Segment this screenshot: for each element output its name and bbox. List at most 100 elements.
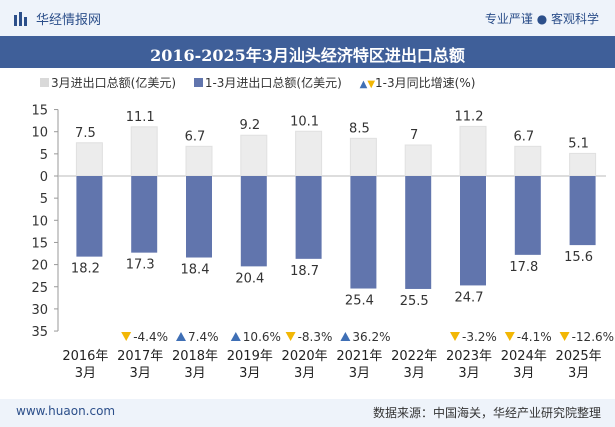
chart-area: 15 10 5 0 5 10 15 20 25 30 35 7.5 18.2 2016年 3月 11.1 17… xyxy=(31,104,614,381)
growth-label: 7.4% xyxy=(188,330,219,344)
growth-label: 10.6% xyxy=(243,330,281,344)
data-label-march: 6.7 xyxy=(513,129,534,144)
data-label-march: 11.1 xyxy=(126,110,155,125)
growth-label: -4.1% xyxy=(517,330,552,344)
legend-swatch-march xyxy=(40,78,49,87)
data-label-cumulative: 17.3 xyxy=(126,258,155,273)
growth-down-triangle xyxy=(504,332,515,341)
bar-cumulative[interactable] xyxy=(569,176,596,246)
data-label-cumulative: 17.8 xyxy=(509,260,538,275)
bar-cumulative[interactable] xyxy=(350,176,377,289)
x-tick-label: 2024年 3月 xyxy=(501,349,547,381)
data-label-cumulative: 18.2 xyxy=(71,262,100,277)
y-tick-label: 0 xyxy=(40,170,48,185)
data-label-march: 9.2 xyxy=(239,118,260,133)
bar-march[interactable] xyxy=(240,134,268,177)
data-label-cumulative: 24.7 xyxy=(455,290,484,305)
site-link[interactable]: www.huaon.com xyxy=(16,404,116,418)
data-label-cumulative: 20.4 xyxy=(235,271,264,286)
data-source: 数据来源：中国海关，华经产业研究院整理 xyxy=(372,406,601,420)
x-tick-label: 2019年 3月 xyxy=(227,349,273,381)
growth-down-triangle xyxy=(450,332,460,341)
y-tick-label: 10 xyxy=(31,214,48,229)
growth-up-triangle xyxy=(230,332,241,341)
brand[interactable]: 华经情报网 xyxy=(14,9,101,28)
bar-march[interactable] xyxy=(569,152,597,177)
bar-cumulative[interactable] xyxy=(76,176,103,257)
x-tick-label: 2017年 3月 xyxy=(117,349,163,381)
label-layer: 7.5 18.2 2016年 3月 11.1 17.3 -4.4% 2017年 3月 6.7 18.… xyxy=(62,109,614,381)
brand-logo-icon xyxy=(14,12,27,26)
bar-march[interactable] xyxy=(295,130,323,177)
bar-cumulative[interactable] xyxy=(514,176,541,255)
growth-label: -12.6% xyxy=(572,330,614,344)
brand-name: 华经情报网 xyxy=(36,13,102,28)
data-label-march: 5.1 xyxy=(568,136,589,151)
x-tick-label: 2022年 3月 xyxy=(391,349,437,381)
growth-down-triangle xyxy=(121,332,132,341)
bar-march[interactable] xyxy=(75,142,103,177)
legend-label-growth: 1-3月同比增速(%) xyxy=(375,76,476,90)
legend-triangle-icon: ▲▼ xyxy=(359,79,376,90)
growth-label: -4.4% xyxy=(133,330,168,344)
legend-item-cumulative: 1-3月进出口总额(亿美元) xyxy=(193,74,342,91)
chart-title: 2016-2025年3月汕头经济特区进出口总额 xyxy=(150,46,465,65)
data-label-march: 10.1 xyxy=(290,114,319,129)
y-tick-label: 35 xyxy=(31,325,48,340)
y-tick-label: 15 xyxy=(31,104,48,119)
legend: 3月进出口总额(亿美元) 1-3月进出口总额(亿美元) ▲▼1-3月同比增速(%… xyxy=(40,74,489,91)
bar-cumulative[interactable] xyxy=(405,176,432,289)
y-tick-label: 5 xyxy=(40,192,48,207)
bar-cumulative[interactable] xyxy=(131,176,158,253)
bar-cumulative[interactable] xyxy=(295,176,322,259)
legend-item-march: 3月进出口总额(亿美元) xyxy=(40,74,176,91)
bar-march[interactable] xyxy=(514,145,542,177)
bar-layer xyxy=(75,125,597,289)
x-tick-label: 2016年 3月 xyxy=(62,349,108,381)
bar-cumulative[interactable] xyxy=(460,176,486,286)
bar-march[interactable] xyxy=(349,137,377,177)
slogan: 专业严谨 ● 客观科学 xyxy=(484,12,599,26)
legend-swatch-cumulative xyxy=(193,78,203,87)
data-label-cumulative: 18.4 xyxy=(181,263,210,278)
y-tick-label: 5 xyxy=(40,148,48,163)
legend-label-cumulative: 1-3月进出口总额(亿美元) xyxy=(204,76,342,90)
y-tick-label: 10 xyxy=(31,126,48,141)
growth-label: -3.2% xyxy=(462,330,497,344)
data-label-march: 6.7 xyxy=(185,129,206,144)
data-label-cumulative: 18.7 xyxy=(290,264,319,279)
x-tick-label: 2018年 3月 xyxy=(172,349,218,381)
data-label-march: 7.5 xyxy=(75,126,96,141)
legend-item-growth: ▲▼1-3月同比增速(%) xyxy=(360,74,476,91)
y-tick-label: 15 xyxy=(31,236,48,251)
data-label-cumulative: 25.5 xyxy=(400,294,429,309)
growth-down-triangle xyxy=(285,332,296,341)
x-tick-label: 2020年 3月 xyxy=(282,349,328,381)
x-tick-label: 2021年 3月 xyxy=(336,349,382,381)
data-label-cumulative: 25.4 xyxy=(345,294,374,309)
y-tick-label: 30 xyxy=(31,303,48,318)
growth-up-triangle xyxy=(176,332,186,341)
data-label-march: 8.5 xyxy=(349,121,370,136)
bar-march[interactable] xyxy=(404,144,432,177)
header-bar: 华经情报网 专业严谨 ● 客观科学 xyxy=(0,0,615,36)
bar-march[interactable] xyxy=(130,126,158,177)
legend-label-march: 3月进出口总额(亿美元) xyxy=(51,76,176,90)
bar-march[interactable] xyxy=(185,145,213,177)
x-tick-label: 2025年 3月 xyxy=(556,349,602,381)
y-tick-label: 20 xyxy=(31,259,48,274)
growth-label: 36.2% xyxy=(352,330,390,344)
growth-up-triangle xyxy=(340,332,351,341)
data-label-march: 7 xyxy=(410,128,418,143)
footer-bar: www.huaon.com 数据来源：中国海关，华经产业研究院整理 xyxy=(0,399,615,427)
data-label-cumulative: 15.6 xyxy=(564,250,593,265)
growth-label: -8.3% xyxy=(298,330,333,344)
title-bar: 2016-2025年3月汕头经济特区进出口总额 xyxy=(0,36,615,68)
bar-cumulative[interactable] xyxy=(186,176,212,258)
growth-down-triangle xyxy=(559,332,570,341)
x-tick-label: 2023年 3月 xyxy=(446,349,492,381)
data-label-march: 11.2 xyxy=(455,109,484,124)
y-tick-label: 25 xyxy=(31,281,48,296)
bar-cumulative[interactable] xyxy=(240,176,267,267)
bar-march[interactable] xyxy=(459,125,487,177)
